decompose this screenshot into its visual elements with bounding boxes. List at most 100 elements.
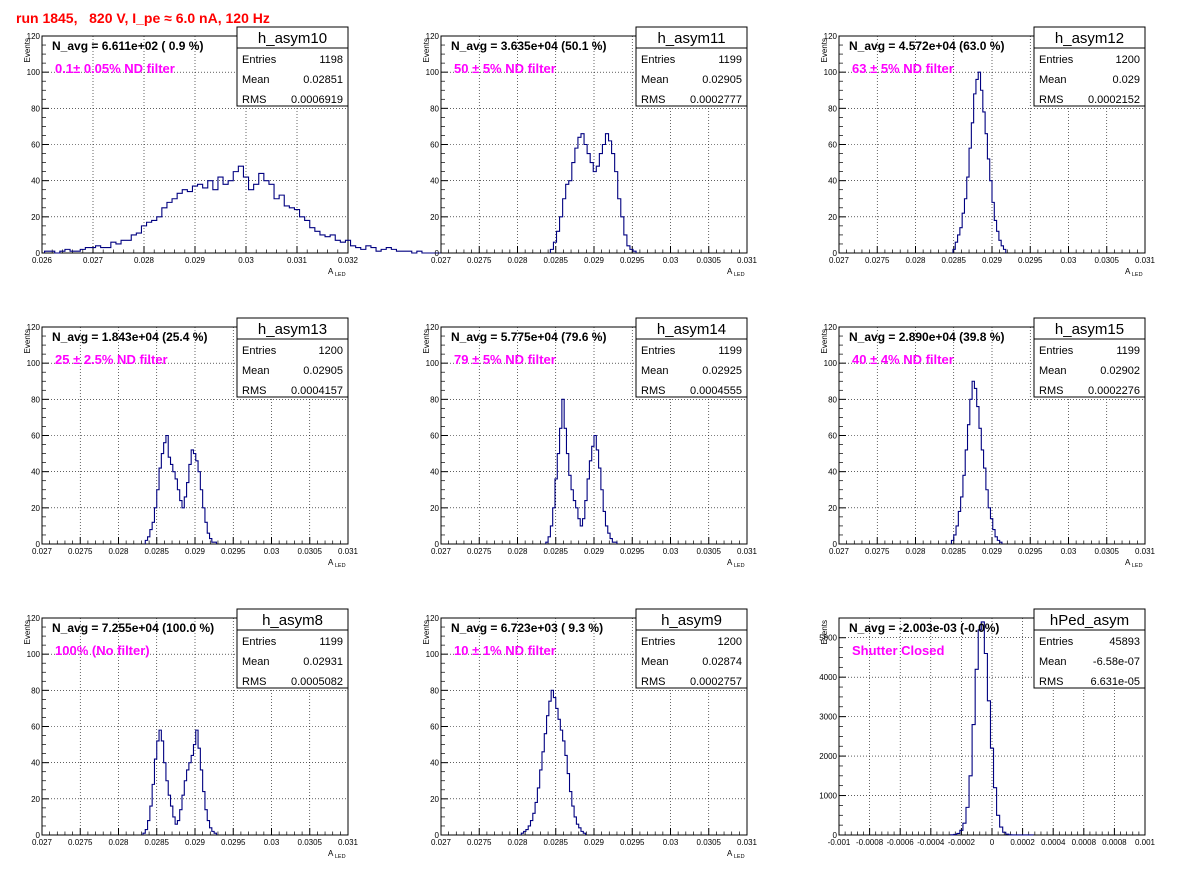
stats-value: 0.0004157 xyxy=(291,385,343,397)
x-tick-label: 0.0305 xyxy=(697,547,722,556)
x-tick-label: 0.0305 xyxy=(697,256,722,265)
y-tick-label: 80 xyxy=(31,395,40,404)
x-tick-label: 0.028 xyxy=(905,547,926,556)
stats-label: Entries xyxy=(242,54,277,66)
x-tick-label: 0.029 xyxy=(185,838,206,847)
x-tick-label: 0.0285 xyxy=(544,256,569,265)
y-tick-label: 100 xyxy=(824,68,838,77)
x-tick-label: 0.031 xyxy=(338,838,359,847)
x-tick-label: 0.0285 xyxy=(544,547,569,556)
y-axis-label: Events xyxy=(23,329,32,353)
y-tick-label: 4000 xyxy=(819,673,837,682)
stats-label: Entries xyxy=(1039,636,1074,648)
x-tick-label: 0.0285 xyxy=(544,838,569,847)
histogram-name: h_asym15 xyxy=(1055,321,1124,338)
y-tick-label: 0 xyxy=(36,540,41,549)
y-tick-label: 0 xyxy=(36,831,41,840)
x-axis-label: A LED xyxy=(328,558,346,569)
stats-box xyxy=(236,26,349,107)
x-tick-label: 0.0295 xyxy=(620,547,645,556)
histogram-line xyxy=(952,71,1007,253)
y-tick-label: 120 xyxy=(27,323,41,332)
stats-label: RMS xyxy=(1039,385,1063,397)
x-tick-label: -0.0006 xyxy=(887,838,915,847)
stats-box xyxy=(1033,317,1146,398)
stats-value: 1199 xyxy=(718,54,742,66)
y-tick-label: 40 xyxy=(828,177,837,186)
stats-label: Entries xyxy=(1039,345,1074,357)
x-tick-label: 0.032 xyxy=(338,256,359,265)
x-tick-label: 0.0285 xyxy=(942,547,967,556)
histogram-name: h_asym9 xyxy=(661,612,722,629)
y-tick-label: 80 xyxy=(430,104,439,113)
histogram-panel-h_asym10: 0 20 40 60 80 100 120 0.026 0.027 0.028 0.029 0.03 0… xyxy=(23,26,448,278)
y-tick-label: 20 xyxy=(828,504,837,513)
y-tick-label: 20 xyxy=(31,213,40,222)
y-axis-label: Events xyxy=(422,620,431,644)
y-tick-label: 0 xyxy=(833,249,838,258)
filter-annotation: 40 ± 4% ND filter xyxy=(852,352,954,367)
navg-label: N_avg = 6.611e+02 ( 0.9 %) xyxy=(52,39,203,53)
x-axis-label: A LED xyxy=(727,267,745,278)
stats-box xyxy=(1033,26,1146,107)
filter-annotation: Shutter Closed xyxy=(852,643,945,658)
x-tick-label: 0.029 xyxy=(584,838,605,847)
x-tick-label: 0.031 xyxy=(737,838,758,847)
histogram-panel-h_asym15: 0 20 40 60 80 100 120 0.027 0.0275 0.028 0.0285 0.0… xyxy=(820,317,1156,569)
stats-label: Mean xyxy=(242,365,270,377)
y-tick-label: 80 xyxy=(828,104,837,113)
filter-annotation: 0.1± 0.05% ND filter xyxy=(55,61,175,76)
stats-box xyxy=(635,317,748,398)
stats-label: Entries xyxy=(242,345,277,357)
y-tick-label: 20 xyxy=(430,504,439,513)
y-tick-label: 40 xyxy=(828,468,837,477)
x-tick-label: 0.03 xyxy=(1061,547,1077,556)
x-tick-label: 0.029 xyxy=(584,547,605,556)
y-tick-label: 60 xyxy=(31,141,40,150)
y-tick-label: 60 xyxy=(430,432,439,441)
x-tick-label: 0.028 xyxy=(507,547,528,556)
navg-label: N_avg = 6.723e+03 ( 9.3 %) xyxy=(451,621,603,635)
navg-label: N_avg = 4.572e+04 (63.0 %) xyxy=(849,39,1004,53)
stats-label: Mean xyxy=(242,74,270,86)
histogram-name: hPed_asym xyxy=(1050,612,1129,629)
y-tick-label: 0 xyxy=(435,540,440,549)
x-tick-label: 0.027 xyxy=(431,256,452,265)
y-tick-label: 40 xyxy=(31,177,40,186)
histogram-line xyxy=(545,398,618,544)
filter-annotation: 63 ± 5% ND filter xyxy=(852,61,954,76)
stats-label: Mean xyxy=(1039,656,1067,668)
histogram-line xyxy=(950,380,1003,544)
x-tick-label: 0.0285 xyxy=(145,838,170,847)
y-tick-label: 20 xyxy=(430,213,439,222)
x-tick-label: 0.0275 xyxy=(467,256,492,265)
histogram-name: h_asym14 xyxy=(657,321,726,338)
y-tick-label: 40 xyxy=(31,468,40,477)
x-tick-label: 0.0285 xyxy=(145,547,170,556)
y-tick-label: 80 xyxy=(430,686,439,695)
x-tick-label: 0.027 xyxy=(32,547,53,556)
stats-label: Entries xyxy=(1039,54,1074,66)
x-tick-label: 0.031 xyxy=(287,256,308,265)
stats-label: RMS xyxy=(641,94,665,106)
x-tick-label: 0.0285 xyxy=(942,256,967,265)
y-axis-label: Events xyxy=(23,620,32,644)
stats-label: Mean xyxy=(641,365,669,377)
stats-box xyxy=(635,26,748,107)
stats-value: 1200 xyxy=(718,636,742,648)
stats-value: 0.0002152 xyxy=(1088,94,1140,106)
y-tick-label: 40 xyxy=(430,468,439,477)
y-axis-label: Events xyxy=(23,38,32,62)
x-tick-label: 0.031 xyxy=(1135,547,1156,556)
y-tick-label: 120 xyxy=(426,323,440,332)
y-tick-label: 100 xyxy=(27,68,41,77)
histogram-panel-h_asym14: 0 20 40 60 80 100 120 0.027 0.0275 0.028 0.0285 0.0… xyxy=(422,317,758,569)
x-tick-label: 0.0295 xyxy=(221,838,246,847)
x-tick-label: 0.029 xyxy=(185,547,206,556)
x-tick-label: 0.027 xyxy=(829,256,850,265)
histogram-name: h_asym11 xyxy=(657,30,725,47)
y-tick-label: 2000 xyxy=(819,752,837,761)
x-axis-label: A LED xyxy=(328,849,346,860)
stats-box xyxy=(236,608,349,689)
stats-label: Mean xyxy=(1039,74,1067,86)
